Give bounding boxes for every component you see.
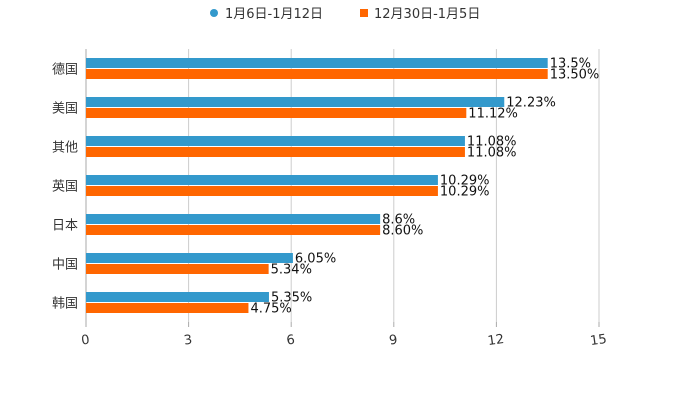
category-label-4: 日本	[52, 219, 78, 234]
legend-marker-series-2	[360, 9, 368, 17]
bar-series-2-3	[86, 186, 438, 196]
data-label-series-2-1: 11.12%	[468, 107, 518, 122]
tick-label-0: 0	[80, 333, 90, 349]
bar-series-2-5	[86, 264, 269, 274]
category-label-0: 德国	[52, 63, 78, 78]
legend-label-series-2: 12月30日-1月5日	[374, 7, 480, 22]
bar-series-1-3	[86, 175, 438, 185]
bars	[86, 58, 548, 313]
tick-label-6: 6	[286, 333, 296, 349]
data-label-series-2-2: 11.08%	[467, 146, 517, 161]
data-label-series-1-0: 13.5%	[550, 57, 591, 72]
legend: 1月6日-1月12日 12月30日-1月5日	[210, 7, 480, 22]
data-label-series-1-2: 11.08%	[467, 135, 517, 150]
tick-label-12: 12	[487, 332, 505, 349]
bar-series-1-4	[86, 214, 381, 224]
data-label-series-2-4: 8.60%	[382, 224, 423, 239]
data-label-series-1-5: 6.05%	[295, 252, 336, 267]
data-label-series-1-4: 8.6%	[382, 213, 415, 228]
bar-series-1-1	[86, 97, 505, 107]
bar-series-2-1	[86, 108, 467, 118]
bar-series-1-2	[86, 136, 465, 146]
data-labels: 13.5%13.50% 12.23%11.12% 11.08%11.08% 10.29…	[250, 57, 599, 317]
tick-label-15: 15	[589, 332, 607, 349]
category-label-1: 美国	[52, 102, 78, 117]
bar-series-2-4	[86, 225, 381, 235]
bar-series-1-0	[86, 58, 548, 68]
data-label-series-2-0: 13.50%	[550, 68, 600, 83]
bar-series-1-6	[86, 292, 269, 302]
data-label-series-1-1: 12.23%	[506, 96, 556, 111]
bar-series-2-6	[86, 303, 249, 313]
category-label-6: 韩国	[52, 297, 78, 312]
tick-label-3: 3	[183, 333, 193, 349]
legend-marker-series-1	[210, 9, 218, 17]
data-label-series-2-6: 4.75%	[250, 302, 291, 317]
category-label-2: 其他	[52, 141, 78, 156]
bar-series-2-0	[86, 69, 548, 79]
category-label-5: 中国	[52, 258, 78, 273]
data-label-series-2-5: 5.34%	[271, 263, 312, 278]
value-axis: 0 3 6 9 12 15	[80, 322, 608, 349]
bar-series-2-2	[86, 147, 465, 157]
legend-label-series-1: 1月6日-1月12日	[225, 7, 323, 22]
gridlines	[85, 49, 600, 322]
data-label-series-1-3: 10.29%	[440, 174, 490, 189]
bar-series-1-5	[86, 253, 293, 263]
category-label-3: 英国	[52, 180, 78, 195]
data-label-series-2-3: 10.29%	[440, 185, 490, 200]
data-label-series-1-6: 5.35%	[271, 291, 312, 306]
tick-label-9: 9	[388, 333, 398, 349]
